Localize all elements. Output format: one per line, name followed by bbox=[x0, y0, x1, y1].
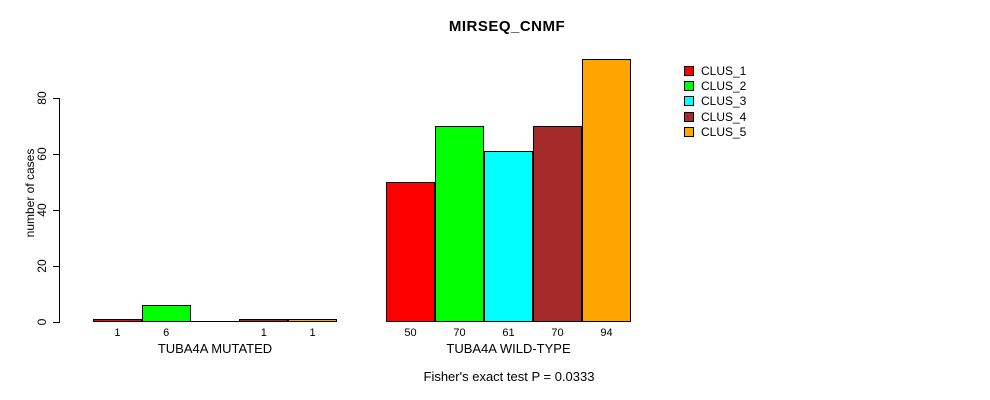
bar-CLUS_4 bbox=[533, 126, 582, 322]
group-label: TUBA4A MUTATED bbox=[157, 341, 273, 356]
y-tick-mark bbox=[53, 322, 59, 323]
bar-value-label: 1 bbox=[260, 327, 267, 339]
bar-CLUS_1 bbox=[93, 319, 142, 322]
chart-title: MIRSEQ_CNMF bbox=[448, 18, 566, 35]
bar-zero-CLUS_3 bbox=[190, 321, 240, 322]
legend-swatch-CLUS_2 bbox=[684, 81, 694, 92]
legend-item-CLUS_5: CLUS_5 bbox=[684, 125, 746, 139]
bar-CLUS_5 bbox=[288, 319, 337, 322]
bar-value-label: 70 bbox=[453, 327, 466, 339]
bar-CLUS_5 bbox=[582, 59, 631, 322]
y-axis-line bbox=[59, 98, 60, 323]
legend-item-CLUS_3: CLUS_3 bbox=[684, 94, 746, 108]
legend-item-label: CLUS_5 bbox=[701, 124, 747, 139]
bar-CLUS_2 bbox=[435, 126, 484, 322]
legend-swatch-CLUS_5 bbox=[684, 126, 694, 137]
bar-value-label: 6 bbox=[163, 327, 170, 339]
legend-item-label: CLUS_2 bbox=[701, 79, 747, 94]
y-tick-mark bbox=[53, 210, 59, 211]
bar-CLUS_4 bbox=[239, 319, 289, 322]
bar-value-label: 1 bbox=[309, 327, 316, 339]
y-tick-mark bbox=[53, 266, 59, 267]
bar-CLUS_2 bbox=[141, 305, 191, 322]
legend-item-CLUS_2: CLUS_2 bbox=[684, 79, 746, 93]
y-tick-mark bbox=[53, 98, 59, 99]
group-label: TUBA4A WILD-TYPE bbox=[446, 341, 571, 356]
bar-value-label: 94 bbox=[600, 327, 613, 339]
legend-swatch-CLUS_1 bbox=[684, 66, 694, 76]
legend-item-label: CLUS_4 bbox=[701, 109, 747, 124]
legend-swatch-CLUS_3 bbox=[684, 96, 694, 107]
legend-item-label: CLUS_3 bbox=[701, 94, 747, 109]
legend-item-label: CLUS_1 bbox=[701, 64, 747, 78]
y-tick-mark bbox=[53, 154, 59, 155]
bar-value-label: 1 bbox=[114, 327, 121, 339]
bar-CLUS_3 bbox=[484, 151, 533, 322]
legend-item-CLUS_4: CLUS_4 bbox=[684, 110, 746, 124]
bar-value-label: 70 bbox=[551, 327, 564, 339]
legend-item-CLUS_1: CLUS_1 bbox=[684, 64, 746, 78]
fisher-test-annotation: Fisher's exact test P = 0.0333 bbox=[423, 369, 595, 384]
bar-value-label: 61 bbox=[502, 327, 515, 339]
bar-value-label: 50 bbox=[404, 327, 417, 339]
bar-CLUS_1 bbox=[386, 182, 435, 322]
legend-swatch-CLUS_4 bbox=[684, 111, 694, 122]
